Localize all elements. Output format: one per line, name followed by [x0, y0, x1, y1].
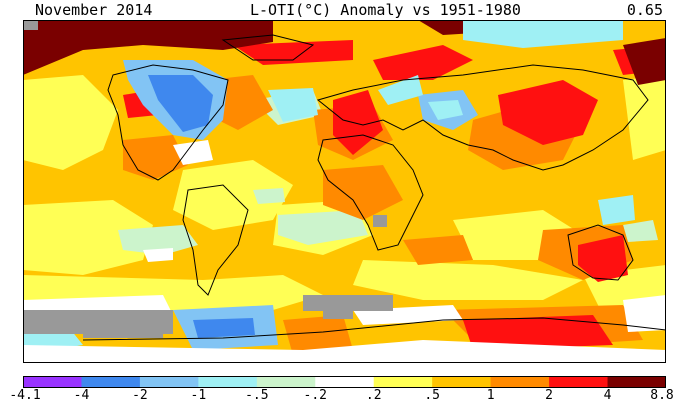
colorbar-tick-label: .5 [424, 388, 440, 403]
colorbar-segment [490, 376, 550, 388]
coastlines [82, 34, 666, 341]
anomaly-red-regions [123, 40, 666, 350]
colorbar-tick-label: -1 [190, 388, 207, 403]
colorbar [23, 376, 666, 388]
colorbar-segment [549, 376, 609, 388]
missing-data-regions [23, 20, 393, 338]
colorbar-segment [315, 376, 375, 388]
colorbar-tick-label: 2 [545, 388, 553, 403]
colorbar-segment [198, 376, 258, 388]
temperature-anomaly-map [23, 20, 666, 363]
anomaly-cold-regions [23, 20, 635, 355]
colorbar-segment [23, 376, 82, 388]
map-date-title: November 2014 [35, 1, 153, 19]
map-frame [23, 20, 666, 363]
colorbar-tick-label: 4 [603, 388, 612, 403]
colorbar-segment [373, 376, 433, 388]
colorbar-segment [81, 376, 141, 388]
colorbar-tick-label: 8.8 [650, 388, 674, 403]
global-mean-value: 0.65 [626, 1, 663, 19]
colorbar-tick-label: .2 [365, 388, 382, 403]
colorbar-segment [607, 376, 666, 388]
colorbar-segment [432, 376, 492, 388]
colorbar-segment [256, 376, 316, 388]
map-main-title: L-OTI(°C) Anomaly vs 1951-1980 [250, 1, 521, 19]
colorbar-tick-label: -2 [132, 388, 148, 403]
colorbar-tick-label: -.2 [303, 388, 328, 403]
colorbar-tick-label: -4.1 [9, 388, 41, 403]
colorbar-segment [139, 376, 199, 388]
colorbar-tick-label: -4 [73, 388, 90, 403]
colorbar-tick-label: 1 [486, 388, 495, 403]
colorbar-tick-label: -.5 [245, 388, 269, 403]
